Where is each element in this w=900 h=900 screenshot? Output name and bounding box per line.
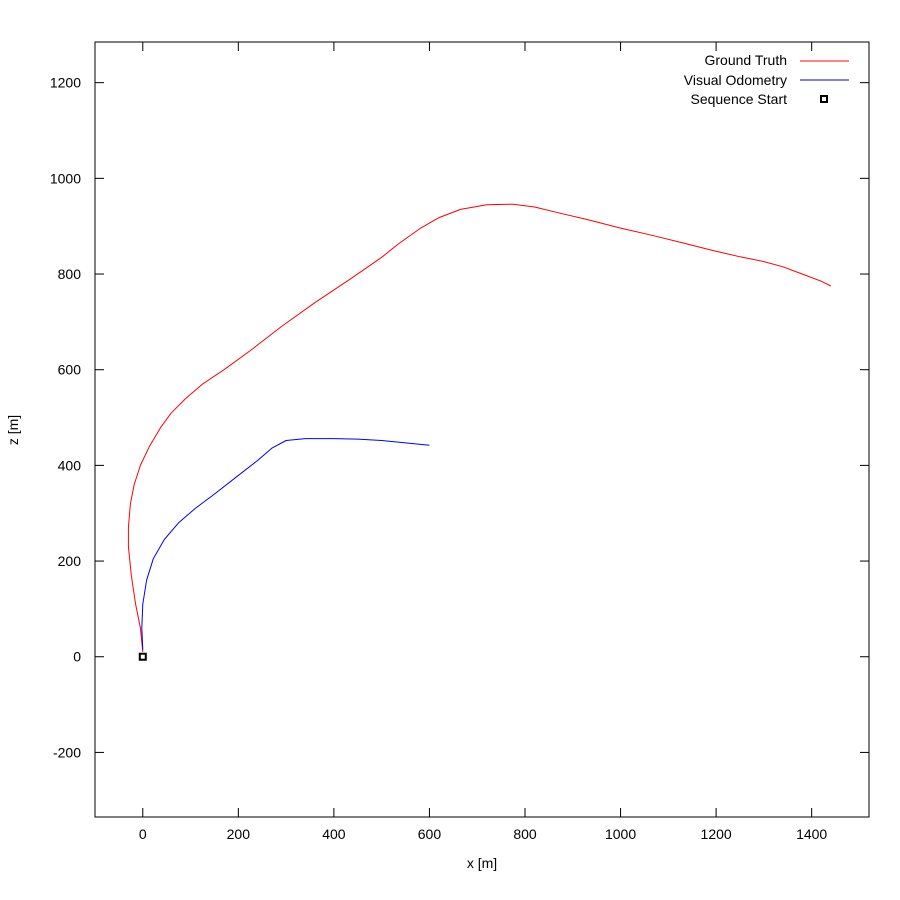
x-tick-label: 600 (418, 826, 442, 842)
y-tick-label: 200 (58, 553, 82, 569)
y-tick-label: -200 (53, 744, 81, 760)
legend-label-sequence-start: Sequence Start (690, 91, 787, 107)
legend-marker-sequence-start (820, 95, 828, 103)
plot-frame (94, 41, 870, 818)
y-tick-label: 600 (58, 362, 82, 378)
x-tick-label: 1400 (796, 826, 827, 842)
y-tick-label: 1000 (50, 170, 81, 186)
y-tick-label: 400 (58, 457, 82, 473)
axis-ticks (95, 42, 869, 817)
x-tick-label: 1000 (605, 826, 636, 842)
series-line-ground-truth (127, 203, 832, 653)
x-tick-label: 800 (513, 826, 537, 842)
series-layer (127, 203, 832, 661)
y-axis-label: z [m] (5, 415, 21, 445)
x-tick-label: 400 (322, 826, 346, 842)
tick-labels: 0 200 400 600 800 1000 1200 1400 -200 0 200 400 600 8… (50, 75, 828, 842)
series-line-visual-odometry (141, 438, 430, 650)
legend-label-ground-truth: Ground Truth (705, 52, 788, 68)
y-tick-label: 800 (58, 266, 82, 282)
legend-label-visual-odometry: Visual Odometry (684, 72, 787, 88)
x-axis-label: x [m] (467, 855, 497, 871)
x-tick-label: 1200 (701, 826, 732, 842)
y-tick-label: 1200 (50, 75, 81, 91)
y-tick-label: 0 (73, 649, 81, 665)
x-tick-label: 200 (227, 826, 251, 842)
legend: Ground Truth Visual Odometry Sequence St… (684, 52, 849, 107)
sequence-start-marker (138, 652, 147, 661)
x-tick-label: 0 (139, 826, 147, 842)
